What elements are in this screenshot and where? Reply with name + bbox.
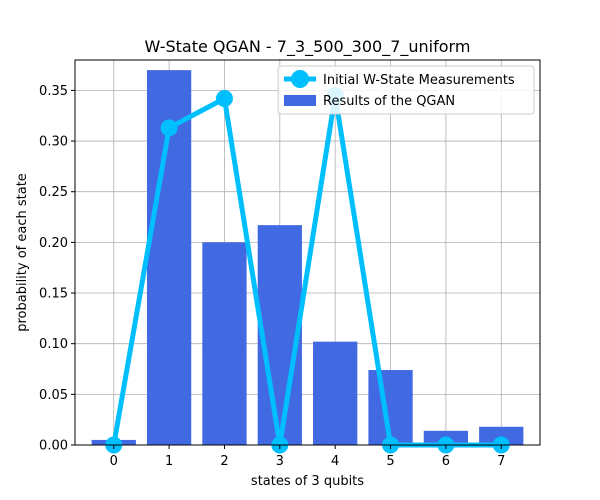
x-tick-label: 6 xyxy=(442,454,450,469)
legend-box xyxy=(277,65,535,115)
legend-bar-swatch xyxy=(284,95,316,106)
bar xyxy=(313,341,358,445)
x-axis-label: states of 3 qubits xyxy=(251,474,364,489)
y-tick-label: 0.35 xyxy=(39,84,68,99)
bar xyxy=(257,225,302,445)
line-point xyxy=(215,90,233,107)
line-point xyxy=(160,119,178,137)
y-tick-label: 0.15 xyxy=(39,287,68,302)
y-tick-label: 0.20 xyxy=(39,236,68,251)
y-tick-label: 0.05 xyxy=(39,388,68,403)
legend: Initial W-State Measurements Results of … xyxy=(277,65,535,115)
bar xyxy=(479,426,524,445)
x-tick-label: 7 xyxy=(497,454,505,469)
ticks: 0 1 2 3 4 5 6 7 0.00 0.05 0.10 0.15 0.20 0.25 0.30 0.35 xyxy=(39,84,505,469)
y-tick-label: 0.25 xyxy=(39,185,68,200)
x-tick-label: 5 xyxy=(386,454,394,469)
bars xyxy=(91,70,524,445)
y-tick-label: 0.00 xyxy=(39,439,68,454)
x-tick-label: 3 xyxy=(276,454,284,469)
x-tick-label: 1 xyxy=(165,454,173,469)
x-tick-label: 4 xyxy=(331,454,339,469)
y-tick-label: 0.10 xyxy=(39,337,68,352)
x-tick-label: 0 xyxy=(110,454,118,469)
y-axis-label: probability of each state xyxy=(15,173,30,332)
legend-entry-qgan-results: Results of the QGAN xyxy=(323,94,455,109)
x-tick-label: 2 xyxy=(220,454,228,469)
chart-title: W-State QGAN - 7_3_500_300_7_uniform xyxy=(145,37,471,57)
axes-frame xyxy=(74,59,541,446)
legend-marker-swatch xyxy=(291,70,309,88)
legend-entry-initial-w-state: Initial W-State Measurements xyxy=(323,73,515,88)
bar xyxy=(202,242,247,445)
y-tick-label: 0.30 xyxy=(39,135,68,150)
